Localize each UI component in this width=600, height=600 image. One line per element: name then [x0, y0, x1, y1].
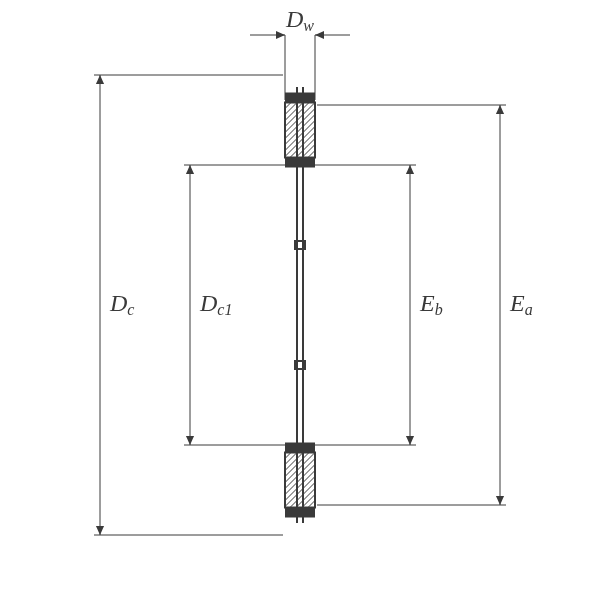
svg-rect-57 — [285, 443, 315, 453]
svg-rect-29 — [285, 93, 315, 103]
svg-rect-30 — [285, 158, 315, 168]
svg-rect-58 — [285, 508, 315, 518]
